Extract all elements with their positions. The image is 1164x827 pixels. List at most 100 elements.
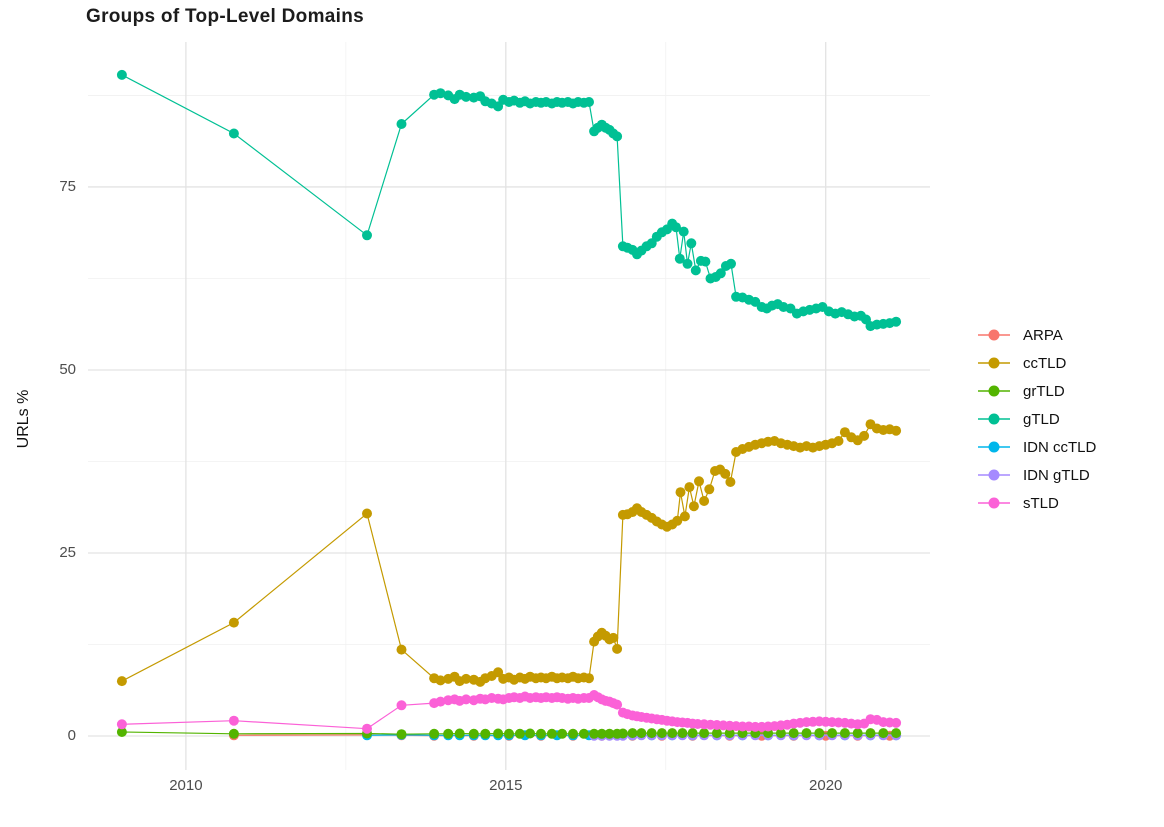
data-point [720,468,731,479]
legend-key-dot [988,497,1000,509]
legend-key-dot [988,413,1000,425]
legend-key-icon [978,441,1010,453]
data-point [688,501,699,512]
data-point [674,253,685,264]
data-point [684,482,695,493]
data-point [671,222,681,233]
data-point [865,728,876,739]
legend-key-icon [978,497,1010,509]
data-point [525,728,536,739]
y-tick-label: 0 [67,727,76,745]
data-point [362,508,372,519]
data-point [675,487,686,498]
y-tick-label: 75 [59,177,76,195]
data-point [646,728,657,739]
data-point [724,728,735,739]
data-point [827,728,838,739]
data-point [396,729,407,740]
data-point [627,728,638,739]
series-stld [116,690,902,734]
x-tick-label: 2020 [809,777,843,794]
data-point [891,717,902,728]
data-point [604,728,615,739]
series-grtld [116,727,902,740]
data-point [852,728,863,739]
legend-key-dot [988,385,1000,397]
data-point [672,515,683,526]
data-point [429,728,440,739]
data-point [396,119,407,129]
data-point [859,430,870,441]
data-point [711,728,722,739]
data-point [468,728,479,739]
data-point [636,728,647,739]
data-point [839,728,850,739]
data-point [514,728,525,739]
legend-item-stld: sTLD [977,489,1096,517]
data-point [682,258,693,269]
series-line [121,74,897,327]
data-point [116,676,127,687]
data-point [228,728,239,739]
data-point [612,131,623,142]
data-point [454,728,465,739]
chart-title: Groups of Top-Level Domains [86,6,364,27]
data-point [678,226,689,237]
data-point [694,476,704,487]
data-point [801,728,812,739]
data-point [493,728,504,739]
data-point [617,728,628,739]
data-point [435,675,446,686]
y-tick-label: 50 [59,360,76,378]
data-point [878,728,889,739]
legend-key-icon [978,385,1010,397]
series-cctld [116,419,902,687]
data-point [725,477,736,487]
legend-key-dot [988,469,1000,481]
data-point [461,91,472,102]
data-point [116,727,127,737]
legend-key-dot [988,441,1000,453]
data-point [480,728,491,739]
data-point [568,728,578,739]
data-point [362,230,372,241]
data-point [461,694,472,705]
data-point [362,723,372,734]
series-gtld [116,69,902,332]
legend-label: IDN gTLD [1023,466,1090,484]
data-point [612,699,623,710]
legend-item-gtld: gTLD [977,405,1096,433]
y-tick-label: 25 [59,544,76,561]
data-point [726,258,736,269]
data-point [775,728,786,739]
legend-item-grtld: grTLD [977,377,1096,405]
legend-item-cctld: ccTLD [977,349,1096,377]
data-point [546,728,557,739]
data-point [116,69,127,80]
data-point [228,128,239,139]
data-point [891,425,902,436]
data-point [679,511,690,522]
data-point [443,728,454,739]
data-point [699,728,710,739]
legend-label: sTLD [1023,494,1059,512]
data-point [704,484,715,495]
legend-item-idn-cctld: IDN ccTLD [977,433,1096,461]
data-point [715,268,726,279]
data-point [584,97,594,107]
legend-key-icon [978,413,1010,425]
data-point [700,256,711,267]
data-point [228,715,239,726]
legend-label: ARPA [1023,326,1063,344]
data-point [435,88,446,99]
legend-key-dot [988,329,1000,341]
legend-item-arpa: ARPA [977,321,1096,349]
data-point [814,728,825,739]
data-point [833,436,844,446]
legend-label: ccTLD [1023,354,1067,372]
data-point [612,643,623,654]
data-point [699,496,710,506]
data-point [687,728,698,739]
data-point [656,728,667,739]
